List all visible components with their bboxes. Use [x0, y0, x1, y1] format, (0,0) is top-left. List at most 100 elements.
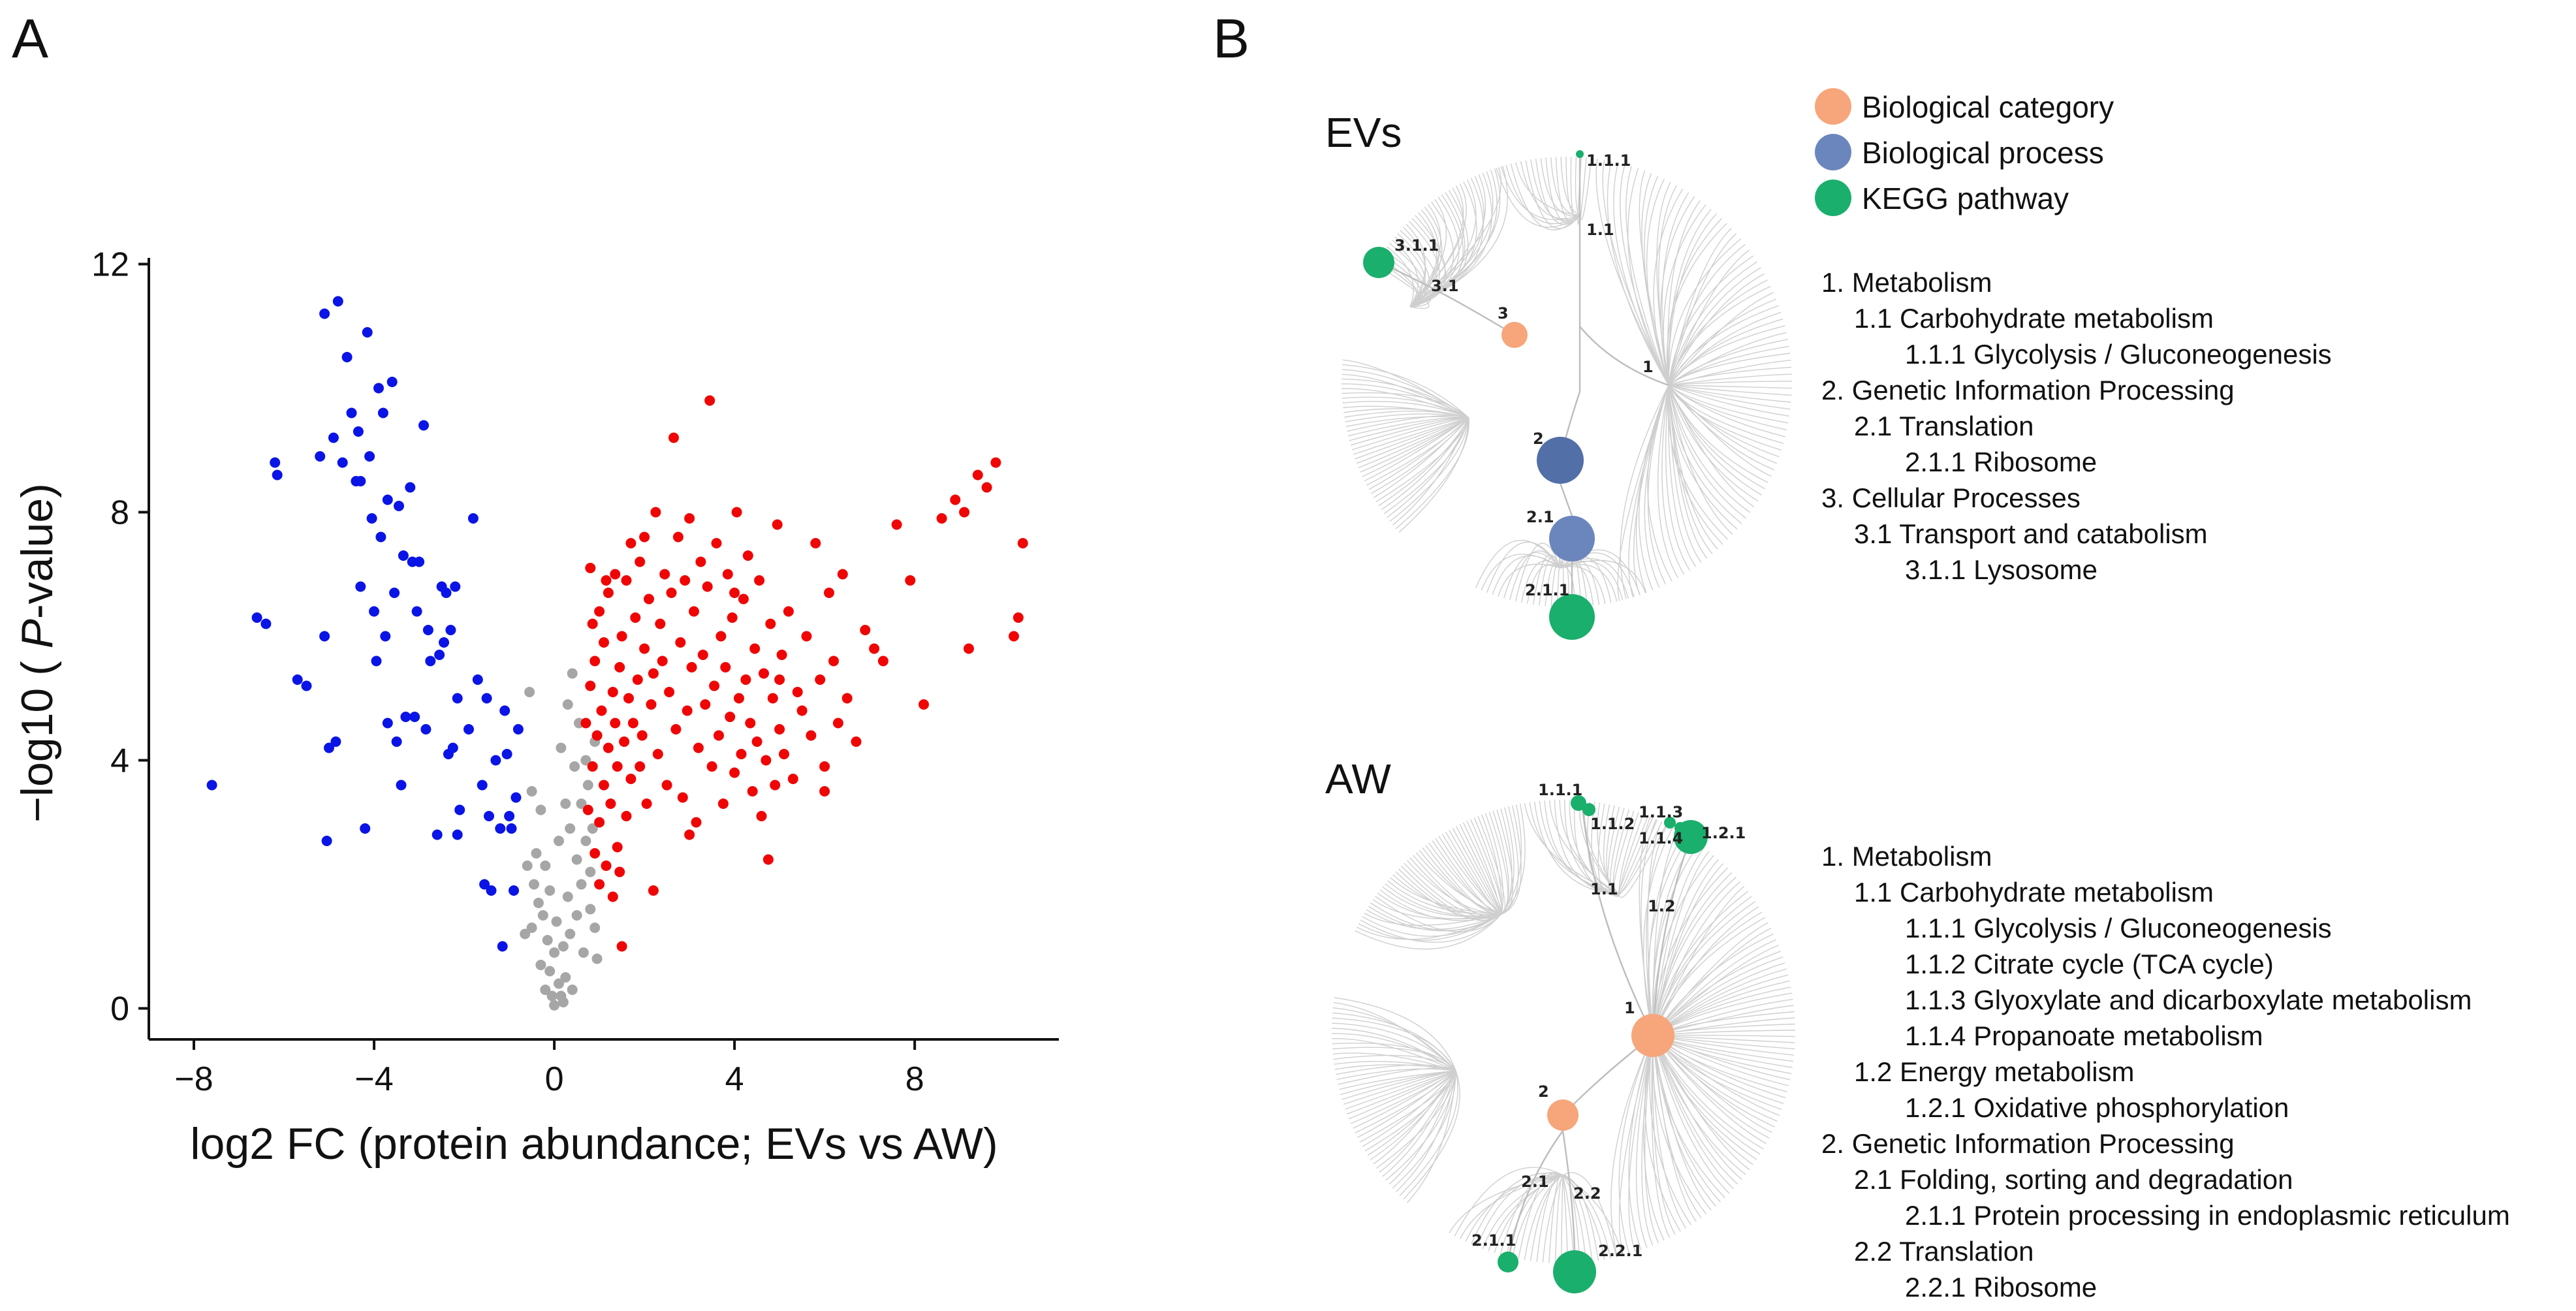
aw-node-1-1-3 — [1664, 817, 1676, 829]
tree-branch — [1409, 180, 1477, 308]
point-red — [819, 786, 830, 797]
point-blue — [398, 550, 409, 561]
evs-label-3-1: 3.1 — [1431, 277, 1459, 295]
tree-branch — [1339, 1070, 1456, 1090]
tree-branch — [1332, 1012, 1456, 1071]
point-blue — [409, 712, 420, 722]
evs-node-3 — [1501, 322, 1528, 348]
point-blue — [382, 718, 393, 729]
point-grey — [554, 836, 564, 846]
tree-branch — [1524, 1175, 1563, 1261]
point-red — [772, 519, 783, 530]
tree-branch — [1652, 1035, 1772, 1133]
point-red — [641, 798, 652, 809]
point-blue — [341, 352, 353, 362]
point-blue — [396, 780, 407, 791]
point-blue — [467, 513, 479, 524]
tree-branch — [1392, 1070, 1456, 1189]
tree-branch — [1481, 554, 1561, 591]
point-red — [621, 575, 632, 586]
tree-branch — [1646, 178, 1669, 386]
evs-node-2 — [1537, 437, 1584, 484]
point-blue — [346, 407, 357, 419]
point-red — [860, 625, 871, 635]
tree-branch — [1668, 325, 1785, 386]
tree-branch — [1346, 1070, 1456, 1114]
tree-branch — [1668, 292, 1774, 386]
tree-branch — [1628, 385, 1669, 597]
point-grey — [535, 960, 546, 970]
point-blue — [355, 476, 366, 486]
point-red — [650, 507, 661, 518]
aw-label-2-2: 2.2 — [1573, 1184, 1601, 1203]
tree-branch — [1668, 385, 1791, 410]
point-red — [756, 811, 767, 821]
point-red — [959, 507, 970, 518]
tree-branch — [1409, 217, 1447, 308]
point-blue — [477, 780, 488, 791]
tree-branch — [1353, 417, 1469, 455]
point-blue — [369, 606, 379, 617]
tree-branch — [1668, 373, 1792, 386]
tree-branch — [1409, 168, 1501, 308]
point-red — [675, 637, 686, 648]
tree-branch — [1658, 185, 1677, 386]
legend-label-kegg: KEGG pathway — [1862, 182, 2069, 215]
point-red — [806, 730, 817, 741]
aw-label-1-2-1: 1.2.1 — [1701, 824, 1746, 842]
tree-branch — [1652, 847, 1705, 1036]
tree-trunk — [1562, 1130, 1576, 1251]
tree-branch — [1668, 385, 1792, 396]
point-grey — [537, 910, 548, 921]
tree-branch — [1401, 865, 1502, 921]
tree-trunk — [1378, 261, 1515, 336]
point-red — [828, 656, 839, 667]
tree-branch — [1501, 807, 1515, 915]
point-red — [776, 650, 787, 660]
tree-branch — [1668, 366, 1792, 386]
tree-trunk — [1507, 1130, 1563, 1263]
point-blue — [400, 712, 411, 722]
tree-branch — [1612, 810, 1635, 897]
point-blue — [432, 829, 443, 840]
tree-branch — [1331, 1033, 1456, 1071]
point-blue — [328, 432, 339, 443]
tree-branch — [1501, 804, 1522, 915]
point-blue — [394, 501, 404, 511]
tree-branch — [1333, 1002, 1456, 1071]
tree-branch — [1357, 1070, 1456, 1138]
aw-tree: 1.1.1 1.1.2 1.1.3 1.1.4 1.2.1 1.1 1.2 1 … — [1331, 781, 1796, 1293]
tree-branch — [1428, 842, 1502, 915]
y-axis-label-italic-p: P — [12, 619, 62, 648]
point-blue — [454, 804, 465, 815]
tree-branch — [1409, 183, 1467, 308]
tree-branch — [1620, 164, 1669, 386]
point-red — [919, 699, 929, 710]
point-red — [729, 767, 740, 778]
tree-branch — [1652, 922, 1768, 1036]
tree-branch — [1382, 1070, 1456, 1177]
tree-branch — [1345, 416, 1469, 428]
point-red — [594, 817, 605, 828]
point-blue — [484, 811, 494, 821]
tree-branch — [1652, 1035, 1780, 1116]
aw-label-1-1-1: 1.1.1 — [1538, 781, 1582, 799]
point-red — [639, 531, 650, 543]
tree-branch — [1618, 1035, 1654, 1254]
tree-branch — [1647, 836, 1689, 1036]
point-red — [697, 650, 708, 660]
point-red — [623, 693, 634, 704]
tree-branch — [1638, 385, 1669, 591]
point-grey — [520, 928, 531, 940]
point-blue — [330, 736, 341, 747]
y-axis-label-rest: -value) — [12, 483, 62, 619]
tree-branch — [1520, 161, 1580, 219]
point-red — [762, 854, 774, 865]
aw-node-2-2-1 — [1553, 1250, 1596, 1293]
point-red — [610, 718, 621, 729]
tree-branch — [1668, 353, 1791, 386]
tree-branch — [1445, 831, 1502, 915]
tree-branch — [1652, 1035, 1730, 1194]
point-red — [587, 761, 598, 772]
